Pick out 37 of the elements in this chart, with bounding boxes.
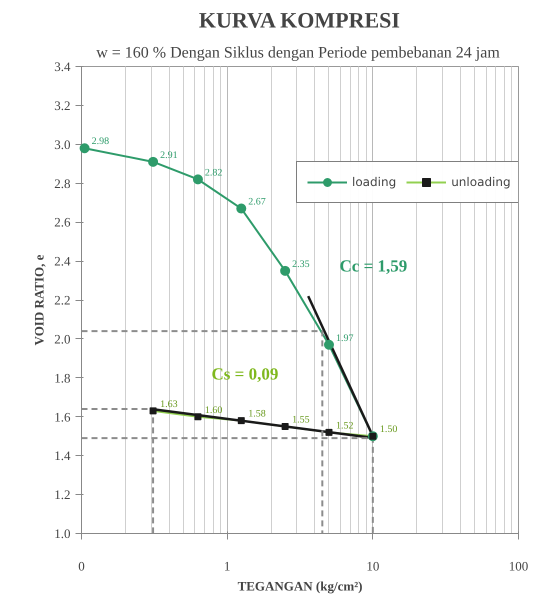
data-label: 1.52 [336, 420, 354, 432]
data-label: 2.98 [92, 136, 110, 148]
x-tick-label: 10 [366, 558, 380, 574]
data-label: 1.63 [160, 398, 178, 410]
y-tick-label: 3.2 [54, 98, 70, 113]
data-label: 2.35 [292, 258, 310, 270]
x-tick-label: 100 [508, 558, 528, 574]
y-tick-label: 2.0 [54, 331, 70, 346]
data-label: 2.82 [204, 167, 222, 178]
data-label: 1.58 [248, 408, 266, 420]
y-tick-label: 1.2 [54, 487, 70, 502]
x-tick-label: 0 [78, 558, 85, 574]
y-tick-label: 2.2 [54, 292, 70, 308]
data-label: 1.50 [380, 424, 398, 436]
y-tick-label: 3.0 [54, 136, 70, 152]
data-label: 1.55 [292, 414, 310, 426]
y-tick-label: 1.8 [54, 370, 70, 386]
data-label: 1.97 [336, 332, 354, 344]
x-tick-label: 1 [224, 558, 230, 574]
chart-title: KURVA KOMPRESI [198, 8, 400, 32]
chart-subtitle: w = 160 % Dengan Siklus dengan Periode pembebanan 24 jam [96, 44, 500, 62]
y-tick-label: 2.4 [54, 254, 71, 269]
y-tick-label: 1.6 [54, 409, 71, 424]
legend-label: loading [352, 175, 396, 189]
legend-label: unloading [451, 175, 511, 189]
x-axis-title: TEGANGAN (kg/cm²) [238, 578, 362, 594]
y-axis-title: VOID RATIO, e [31, 254, 46, 346]
y-tick-label: 2.8 [54, 176, 70, 191]
y-tick-label: 1.0 [54, 526, 70, 541]
data-label: 2.67 [248, 196, 266, 208]
y-tick-label: 1.4 [54, 448, 71, 464]
y-tick-label: 2.6 [54, 214, 71, 230]
annotation: Cc = 1,59 [340, 256, 408, 276]
y-tick-label: 3.4 [54, 59, 71, 74]
annotation: Cs = 0,09 [212, 364, 278, 384]
data-label: 1.60 [204, 404, 222, 416]
data-label: 2.91 [160, 150, 178, 161]
